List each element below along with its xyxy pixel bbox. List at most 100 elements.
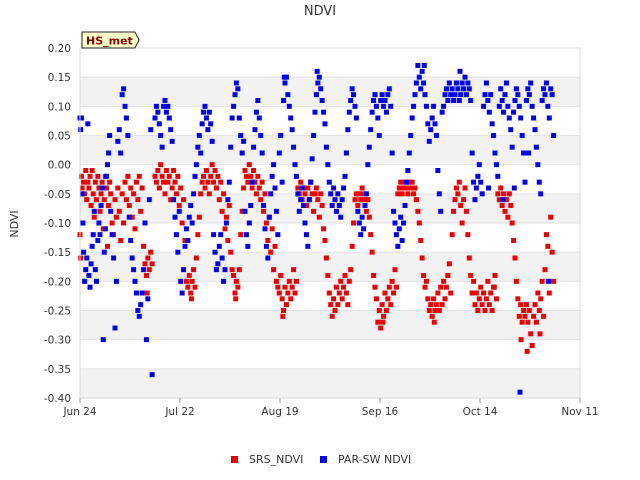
data-point xyxy=(173,232,179,238)
data-point xyxy=(526,92,532,98)
data-point xyxy=(316,214,322,220)
data-point xyxy=(175,173,181,179)
data-point xyxy=(543,80,549,86)
data-point xyxy=(238,133,244,138)
data-point xyxy=(509,220,515,226)
data-point xyxy=(415,208,421,214)
data-point xyxy=(226,203,232,208)
data-point xyxy=(471,278,477,284)
data-point xyxy=(136,313,142,319)
data-point xyxy=(482,308,488,313)
data-point xyxy=(511,185,517,191)
data-point xyxy=(205,127,211,133)
data-point xyxy=(471,179,477,185)
legend-item-srs-ndvi[interactable]: SRS_NDVI xyxy=(231,453,303,466)
data-point xyxy=(411,103,417,109)
data-point xyxy=(141,267,147,273)
data-point xyxy=(495,173,501,179)
data-point xyxy=(468,98,474,103)
data-point xyxy=(376,308,382,313)
data-point xyxy=(469,150,475,156)
data-point xyxy=(85,121,91,127)
data-point xyxy=(203,168,209,173)
data-point xyxy=(98,203,104,208)
data-point xyxy=(535,290,541,296)
data-point xyxy=(298,179,304,185)
data-point xyxy=(533,144,539,150)
data-point xyxy=(518,115,524,121)
y-tick-label: 0.10 xyxy=(48,101,71,113)
data-point xyxy=(109,232,115,238)
data-point xyxy=(331,296,337,302)
data-point xyxy=(491,133,497,138)
data-point xyxy=(108,191,114,197)
data-point xyxy=(435,168,441,173)
data-point xyxy=(478,179,484,185)
data-point xyxy=(548,86,554,92)
data-point xyxy=(179,290,185,296)
data-point xyxy=(446,80,452,86)
data-point xyxy=(261,203,267,208)
data-point xyxy=(216,243,222,249)
data-point xyxy=(522,313,528,319)
data-point xyxy=(519,319,525,325)
data-point xyxy=(176,208,182,214)
data-point xyxy=(473,185,479,191)
data-point xyxy=(392,220,398,226)
data-point xyxy=(458,203,464,208)
data-point xyxy=(432,308,438,313)
data-point xyxy=(348,267,354,273)
data-point xyxy=(431,319,437,325)
data-point xyxy=(302,220,308,226)
data-point xyxy=(314,68,320,74)
data-point xyxy=(546,278,552,284)
data-point xyxy=(445,98,451,103)
data-point xyxy=(258,197,264,203)
data-point xyxy=(241,138,247,144)
data-point xyxy=(529,103,535,109)
legend-swatch-srs-ndvi xyxy=(231,456,238,463)
data-point xyxy=(365,162,371,168)
data-point xyxy=(128,185,134,191)
data-point xyxy=(231,273,237,278)
legend-label-par-sw-ndvi: PAR-SW NDVI xyxy=(338,453,411,466)
data-point xyxy=(272,243,278,249)
data-point xyxy=(426,138,432,144)
data-point xyxy=(336,290,342,296)
data-point xyxy=(491,284,497,290)
data-point xyxy=(315,197,321,203)
data-point xyxy=(283,302,289,308)
data-point xyxy=(246,162,252,168)
data-point xyxy=(119,92,125,98)
data-point xyxy=(506,115,512,121)
data-point xyxy=(386,284,392,290)
y-axis-label: NDVI xyxy=(8,210,21,237)
data-point xyxy=(268,191,274,197)
data-point xyxy=(79,191,85,197)
data-point xyxy=(413,80,419,86)
data-point xyxy=(445,273,451,278)
data-point xyxy=(383,308,389,313)
data-point xyxy=(271,162,277,168)
data-point xyxy=(219,255,225,261)
data-point xyxy=(538,191,544,197)
data-point xyxy=(403,179,409,185)
data-point xyxy=(313,92,319,98)
data-point xyxy=(268,249,274,255)
data-point xyxy=(546,115,552,121)
data-point xyxy=(206,191,212,197)
data-point xyxy=(348,98,354,103)
data-point xyxy=(309,191,315,197)
y-tick-label: -0.35 xyxy=(44,364,71,376)
data-point xyxy=(542,92,548,98)
data-point xyxy=(372,284,378,290)
data-point xyxy=(539,98,545,103)
data-point xyxy=(243,173,249,179)
data-point xyxy=(256,115,262,121)
data-point xyxy=(328,191,334,197)
data-point xyxy=(438,284,444,290)
data-point xyxy=(92,179,98,185)
data-point xyxy=(246,220,252,226)
data-point xyxy=(165,103,171,109)
legend-item-par-sw-ndvi[interactable]: PAR-SW NDVI xyxy=(320,453,411,466)
